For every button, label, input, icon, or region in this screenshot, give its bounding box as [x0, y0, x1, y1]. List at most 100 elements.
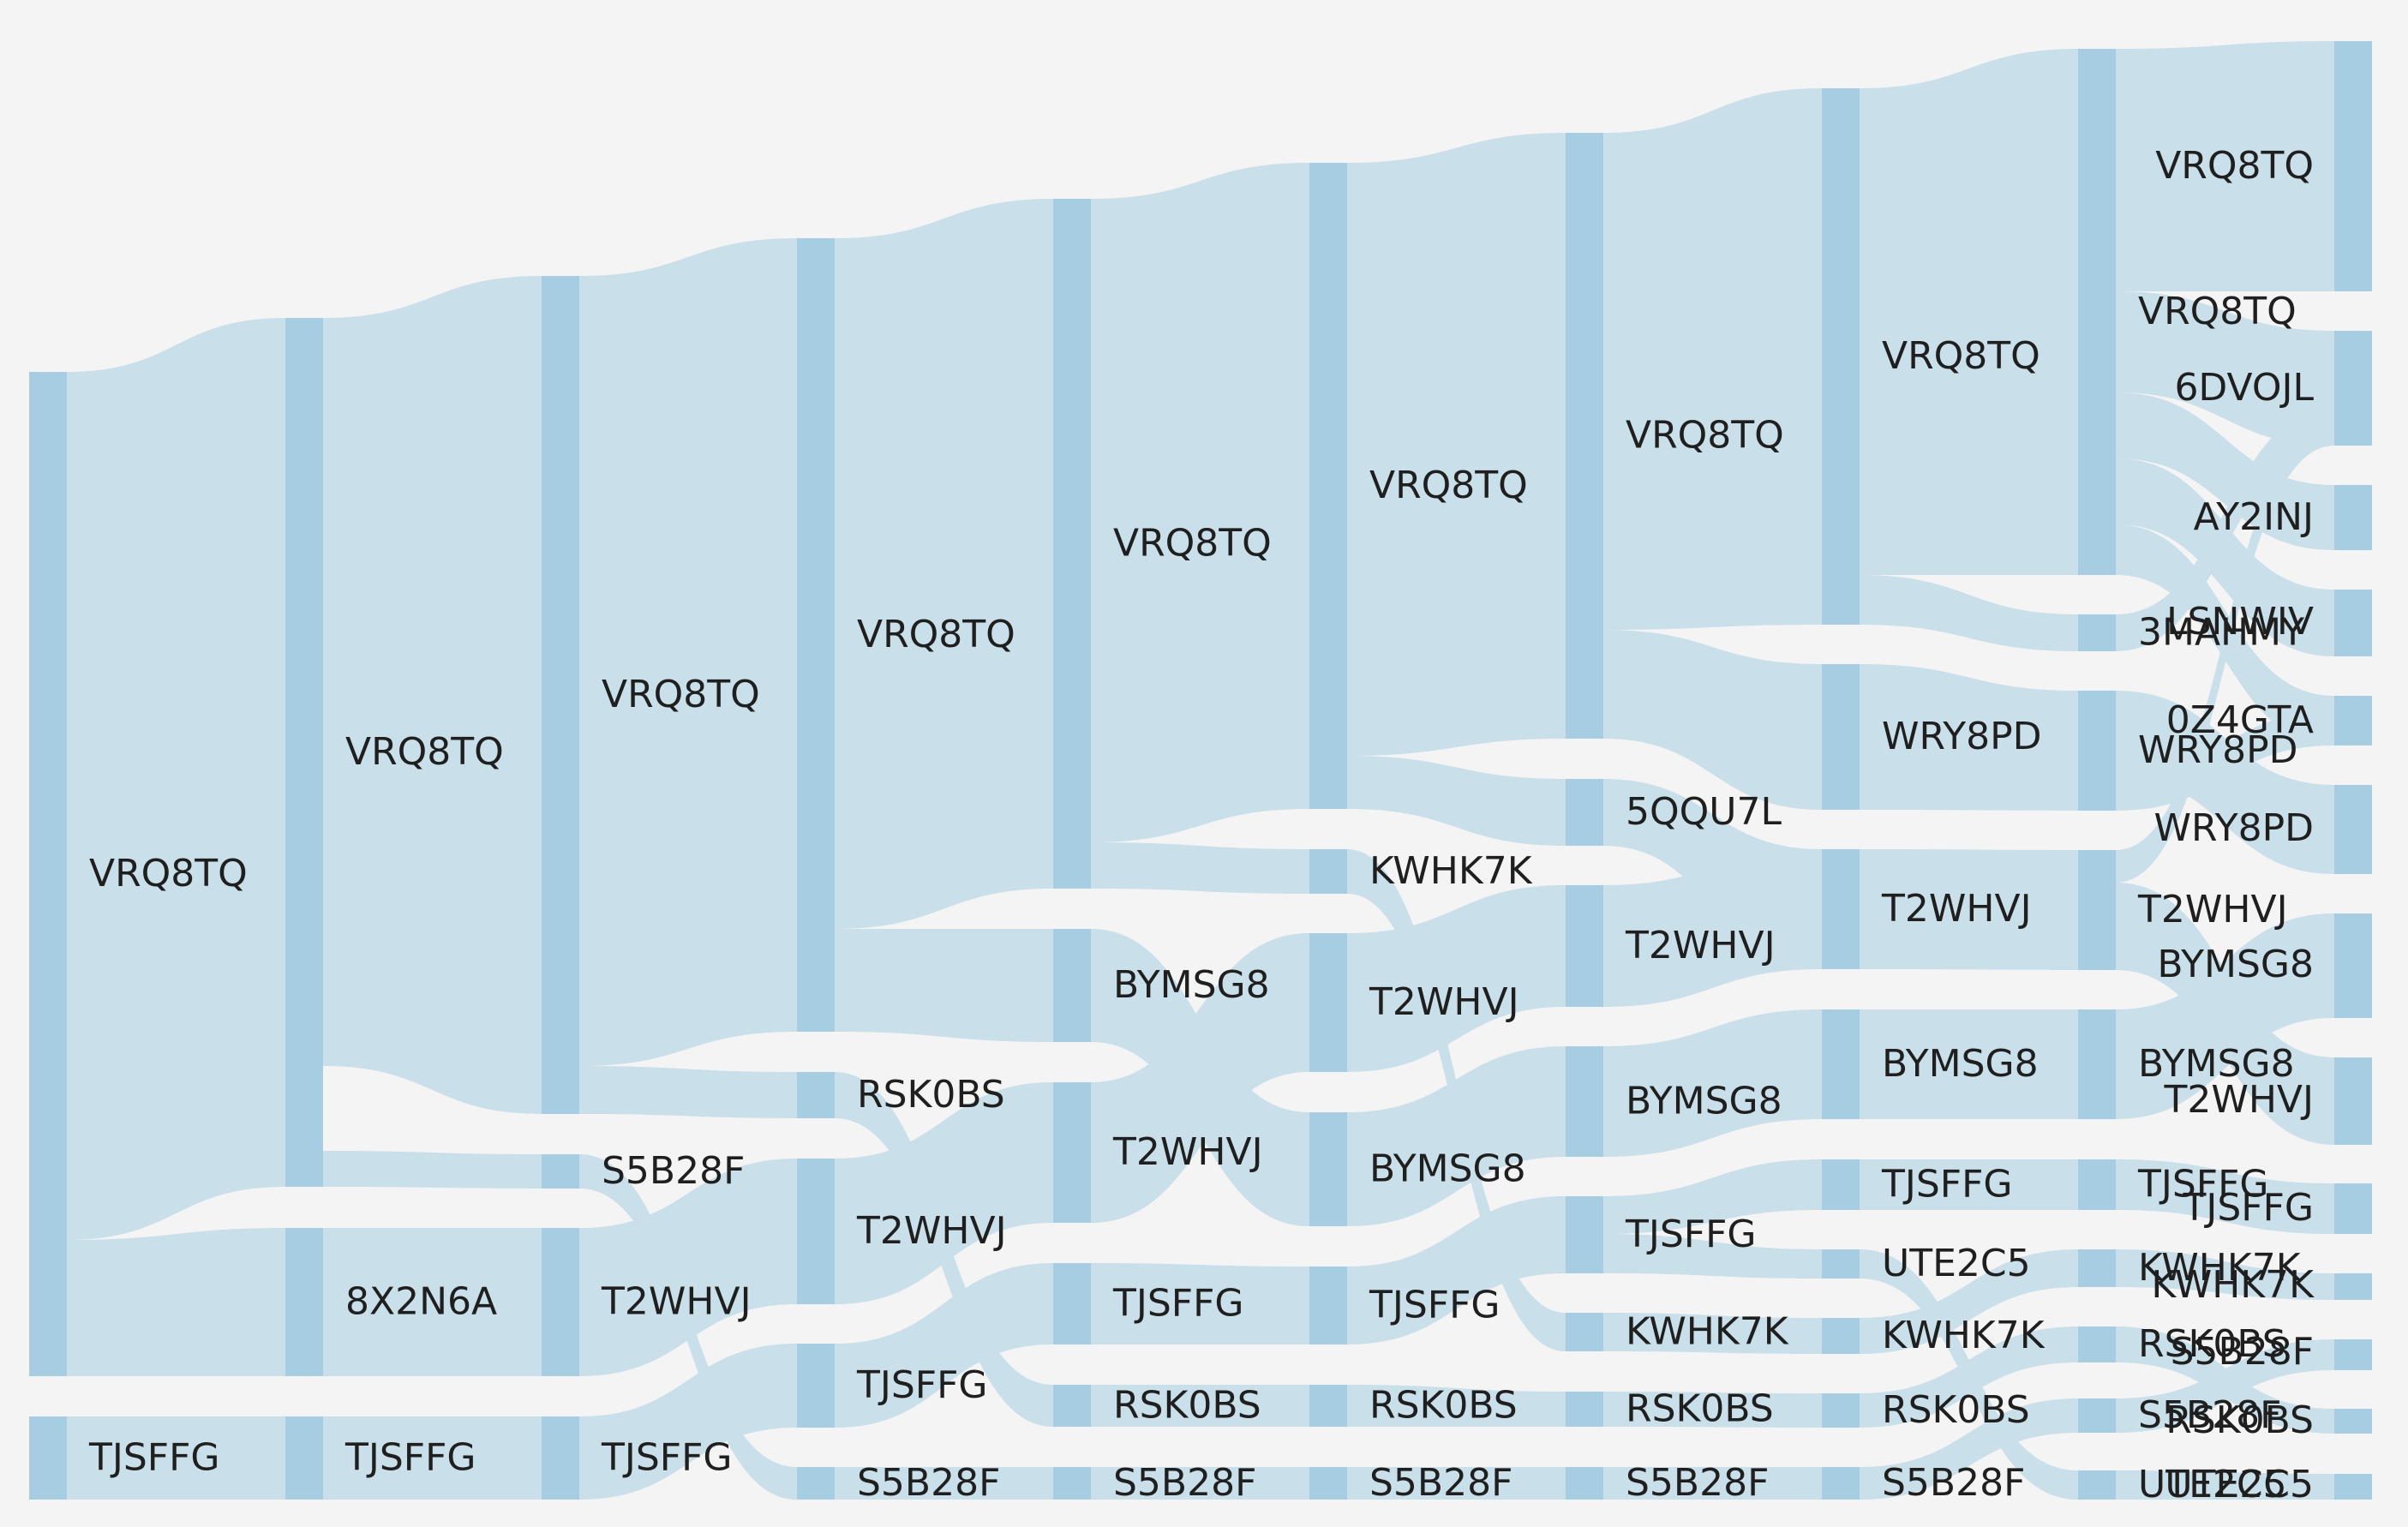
node-ute2c5-col8 [2078, 1470, 2116, 1500]
node-tjsffg-col7 [1822, 1159, 1860, 1210]
node-rsk0bs-col8 [2078, 1326, 2116, 1362]
label-tjsffg-col8: TJSFFG [2137, 1163, 2269, 1207]
sankey-link [1091, 933, 1309, 1223]
label-wry8pd-col7: WRY8PD [1882, 715, 2042, 758]
sankey-link [2116, 691, 2334, 874]
label-bymsg8-col6: BYMSG8 [1626, 1080, 1782, 1123]
label-t2whvj-col4: T2WHVJ [1112, 1130, 1263, 1174]
sankey-link [835, 929, 1053, 1042]
node-vrq8tq-col0 [29, 372, 67, 1376]
node-vrq8tq-col7 [1822, 88, 1860, 625]
node-wry8pd-col7 [1822, 664, 1860, 810]
label-kwhk7k-col6: KWHK7K [1626, 1310, 1789, 1354]
label-tjsffg-col0: TJSFFG [88, 1436, 220, 1480]
node-tjsffg-col9 [2334, 1183, 2372, 1234]
sankey-link [2116, 416, 2334, 883]
label-rsk0bs-col3: RSK0BS [857, 1073, 1005, 1117]
node-rsk0bs-col3 [797, 1072, 835, 1118]
node-s5b28f-col9 [2334, 1339, 2372, 1370]
label-tjsffg-col3: TJSFFG [856, 1363, 988, 1407]
sankey-labels: VRQ8TQ TJSFFG VRQ8TQ 8X2N6A TJSFFG VRQ8TQ S5B2… [88, 144, 2315, 1506]
node-bymsg8-col6 [1566, 1046, 1603, 1157]
node-s5b28f-col6 [1566, 1467, 1603, 1500]
node-wry8pd-col9 [2334, 785, 2372, 874]
node-vrq8tq-col2 [542, 276, 579, 1114]
label-bymsg8-col5: BYMSG8 [1369, 1147, 1526, 1191]
sankey-nodes [29, 41, 2372, 1500]
label-s5b28f-col2: S5B28F [602, 1149, 745, 1193]
label-tjsffg-col9: TJSFFG [2183, 1186, 2315, 1230]
sankey-link [2116, 1470, 2334, 1500]
node-rsk0bs-col5 [1309, 1385, 1347, 1427]
label-rsk0bs-col9: RSK0BS [2165, 1398, 2314, 1442]
label-wry8pd-col8: WRY8PD [2138, 728, 2298, 772]
sankey-link [67, 1228, 285, 1376]
sankey-link [1860, 1009, 2078, 1119]
label-vrq8tq-col6: VRQ8TQ [1626, 414, 1784, 458]
sankey-link [1603, 630, 1822, 810]
node-vrq8tq-col1 [285, 318, 323, 1187]
sankey-link [835, 1467, 1053, 1500]
node-vrq8tq-col5 [1309, 163, 1347, 809]
label-0z4gta-col9: 0Z4GTA [2166, 698, 2314, 742]
label-tjsffg-col6: TJSFFG [1625, 1213, 1757, 1256]
node-wry8pd-col8 [2078, 691, 2116, 811]
label-rsk0bs-col4: RSK0BS [1113, 1384, 1261, 1428]
sankey-link [579, 1066, 797, 1118]
node-kwhk7k-col7 [1822, 1318, 1860, 1354]
node-rsk0bs-col4 [1053, 1385, 1091, 1427]
node-8x2n6a-col1 [285, 1228, 323, 1376]
node-tjsffg-col8 [2078, 1159, 2116, 1210]
node-vrq8tq-col6 [1566, 133, 1603, 739]
sankey-link [1860, 849, 2078, 970]
sankey-link [1860, 575, 2078, 651]
node-tjsffg-col1 [285, 1416, 323, 1500]
node-tjsffg-col0 [29, 1416, 67, 1500]
node-rsk0bs-col7 [1822, 1393, 1860, 1428]
sankey-link [1347, 1467, 1566, 1500]
sankey-link [1091, 1467, 1309, 1500]
label-t2whvj-col5: T2WHVJ [1369, 980, 1519, 1024]
label-s5b28f-col8: S5B28F [2138, 1393, 2281, 1437]
sankey-link [1603, 1159, 1822, 1234]
sankey-link [1603, 1392, 1822, 1428]
label-s5b28f-col7: S5B28F [1882, 1461, 2025, 1505]
sankey-link [2116, 291, 2334, 446]
node-vrq8tq-col8 [2078, 49, 2116, 575]
label-vrq8tq-col3: VRQ8TQ [857, 613, 1015, 656]
sankey-link [1860, 49, 2078, 575]
label-kwhk7k-col7: KWHK7K [1882, 1314, 2046, 1357]
sankey-link [1860, 1249, 2078, 1354]
node-s5b28f-col4 [1053, 1467, 1091, 1500]
node-ay2inj-col9 [2334, 485, 2372, 550]
sankey-link [323, 1151, 542, 1189]
node-bymsg8-col9 [2334, 913, 2372, 1018]
label-s5b28f-col4: S5B28F [1113, 1461, 1256, 1505]
sankey-link [2116, 913, 2334, 1119]
node-t2whvj-col3 [797, 1159, 835, 1304]
sankey-link [1091, 842, 1309, 894]
node-3mahmy-col8 [2078, 614, 2116, 651]
node-tjsffg-col4 [1053, 1263, 1091, 1344]
sankey-link [1860, 1326, 2078, 1428]
sankey-link [1347, 1046, 1566, 1226]
sankey-link [2116, 1249, 2334, 1300]
label-vrq8tq-col2: VRQ8TQ [602, 673, 760, 716]
label-s5b28f-col6: S5B28F [1626, 1461, 1769, 1505]
node-tjsffg-col6 [1566, 1196, 1603, 1273]
label-lsnwiv-col9: LSNWIV [2166, 600, 2314, 644]
sankey-link [67, 318, 285, 1240]
label-vrq8tq-col4: VRQ8TQ [1113, 522, 1272, 566]
node-vrq8tq-col4 [1053, 199, 1091, 889]
node-t2whvj-col5 [1309, 933, 1347, 1072]
label-s5b28f-col5: S5B28F [1369, 1461, 1512, 1505]
sankey-link [1603, 1009, 1822, 1157]
label-vrq8tq-col8: VRQ8TQ [2138, 290, 2297, 333]
label-rsk0bs-col7: RSK0BS [1882, 1388, 2030, 1432]
sankey-link [2116, 1159, 2334, 1234]
label-s5b28f-col3: S5B28F [857, 1461, 1000, 1505]
node-tjsffg-col3 [797, 1344, 835, 1428]
label-tjsffg-col4: TJSFFG [1112, 1282, 1244, 1326]
label-ay2inj-col9: AY2INJ [2194, 495, 2314, 539]
node-lsnwiv-col9 [2334, 590, 2372, 656]
